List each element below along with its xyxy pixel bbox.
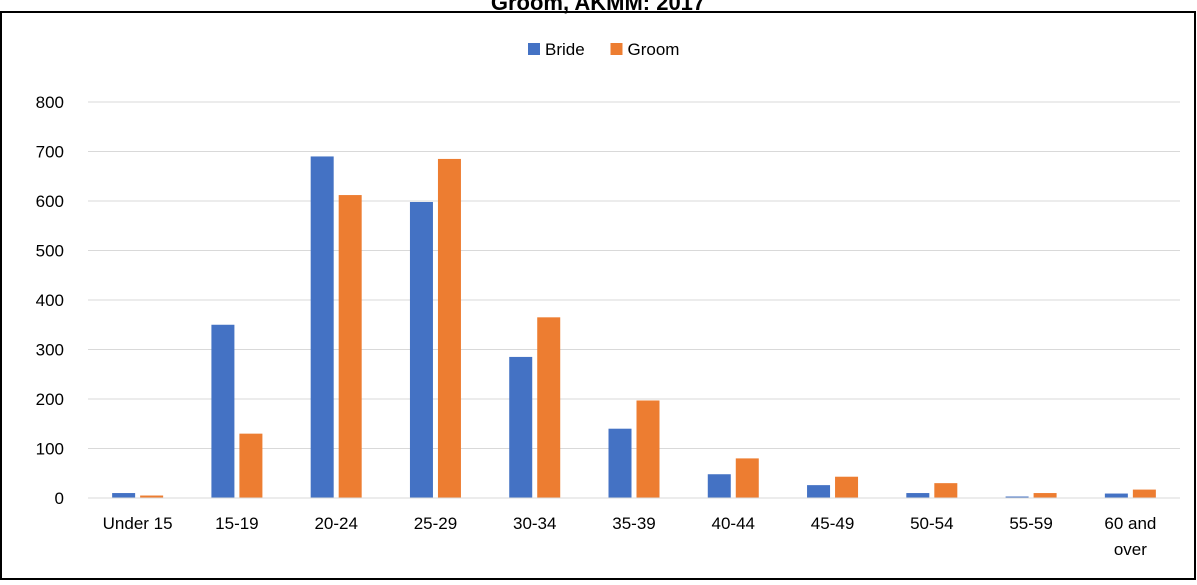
bar-bride (1005, 496, 1029, 498)
x-tick-label: 45-49 (811, 514, 854, 533)
chart-border (0, 11, 1196, 580)
y-tick-label: 200 (36, 390, 64, 409)
bar-groom (437, 158, 461, 499)
x-tick-label: 15-19 (215, 514, 258, 533)
x-tick-label: 60 and over (1104, 514, 1156, 559)
x-tick-label: 40-44 (712, 514, 755, 533)
bar-bride (1104, 493, 1128, 498)
bar-bride (807, 485, 831, 498)
y-tick-label: 100 (36, 440, 64, 459)
x-axis: Under 15 15-19 20-24 25-29 30-34 35-39 40-44 45… (88, 497, 1180, 559)
bar-bride (608, 428, 632, 498)
bar-bride (112, 493, 136, 498)
bar-bride (906, 493, 930, 498)
x-tick-label: 50-54 (910, 514, 953, 533)
chart-title: Groom, AKMM: 2017 (491, 0, 705, 15)
gridlines (88, 101, 1180, 449)
y-tick-label: 600 (36, 192, 64, 211)
legend-label-bride: Bride (545, 40, 585, 59)
x-tick-label: 35-39 (612, 514, 655, 533)
bar-bride (310, 156, 334, 498)
bar-groom (537, 317, 561, 498)
bar-groom (636, 400, 660, 498)
x-tick-label: 20-24 (314, 514, 357, 533)
x-tick-label: 55-59 (1009, 514, 1052, 533)
bar-groom (1132, 489, 1156, 498)
bar-bride (509, 356, 533, 498)
bar-bride (211, 324, 235, 498)
y-tick-label: 500 (36, 242, 64, 261)
bar-groom (140, 495, 164, 498)
y-tick-label: 300 (36, 341, 64, 360)
bar-groom (735, 458, 759, 498)
bars (112, 156, 1156, 499)
bar-bride (409, 201, 433, 499)
bar-groom (1033, 493, 1057, 498)
y-tick-label: 400 (36, 291, 64, 310)
y-tick-label: 0 (55, 489, 64, 508)
bar-groom (934, 483, 958, 498)
x-tick-label: Under 15 (103, 514, 173, 533)
bar-groom (239, 433, 263, 498)
y-tick-label: 700 (36, 143, 64, 162)
bar-bride (707, 474, 731, 498)
legend-label-groom: Groom (628, 40, 680, 59)
x-tick-label: 30-34 (513, 514, 556, 533)
legend-swatch-bride (528, 43, 540, 55)
legend-swatch-groom (610, 43, 623, 55)
y-tick-label: 800 (36, 93, 64, 112)
legend: Bride Groom (528, 40, 679, 59)
bar-groom (835, 476, 859, 498)
y-axis: 0 100 200 300 400 500 600 700 800 (36, 93, 64, 508)
bar-groom (338, 195, 362, 498)
x-tick-label: 25-29 (414, 514, 457, 533)
